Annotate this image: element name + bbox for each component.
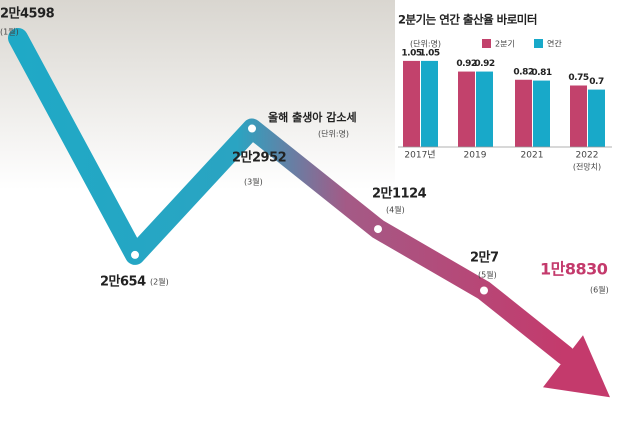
bar-title: 2분기는 연간 출산율 바로미터 — [398, 13, 537, 27]
x-tick-label: 2019 — [464, 151, 487, 161]
bar — [458, 71, 475, 147]
value-label: 2만654 — [100, 274, 146, 290]
value-label: 0.81 — [531, 68, 551, 78]
bar — [515, 79, 532, 147]
month-label: (4월) — [386, 205, 405, 215]
value-label: 0.92 — [456, 59, 476, 69]
value-label: 2만2952 — [232, 150, 286, 166]
month-label: (1월) — [0, 27, 19, 37]
bar — [403, 60, 420, 147]
annotation: (전망치) — [573, 162, 601, 172]
x-tick-label: 2021 — [521, 151, 544, 161]
value-label: 1.05 — [419, 48, 439, 58]
point — [374, 225, 382, 234]
month-label: (2월) — [150, 277, 169, 287]
value-label: 0.7 — [589, 77, 604, 87]
bar — [588, 89, 605, 147]
value-label: 1만8830 — [540, 260, 608, 279]
value-label: 0.92 — [474, 59, 494, 69]
bar-unit: (단위:명) — [410, 39, 441, 49]
x-tick-label: 2022 — [576, 151, 599, 161]
bar — [570, 85, 587, 147]
arrow-head — [543, 335, 610, 398]
value-label: 2만7 — [470, 250, 499, 266]
value-label: 0.75 — [568, 73, 588, 83]
value-label: 2만4598 — [0, 6, 55, 22]
bar — [533, 80, 550, 147]
value-label: 2만1124 — [372, 186, 427, 202]
month-label: (3월) — [244, 177, 263, 187]
legend-label: 2분기 — [495, 40, 515, 49]
value-label: 0.82 — [513, 67, 533, 77]
month-label: (5월) — [478, 270, 497, 280]
legend-swatch — [534, 39, 543, 48]
bar — [476, 71, 493, 147]
value-label: 1.05 — [401, 48, 421, 58]
legend-swatch — [482, 39, 491, 48]
point — [480, 286, 488, 295]
line-unit: (단위:명) — [318, 129, 349, 139]
month-label: (6월) — [590, 285, 609, 295]
point — [248, 124, 256, 133]
trend-line — [8, 28, 575, 366]
bar — [421, 60, 438, 147]
x-tick-label: 2017년 — [404, 150, 435, 161]
line-title: 올해 출생아 감소세 — [268, 110, 357, 124]
photo-background — [0, 0, 395, 190]
legend-label: 연간 — [547, 39, 562, 49]
point — [131, 250, 139, 259]
